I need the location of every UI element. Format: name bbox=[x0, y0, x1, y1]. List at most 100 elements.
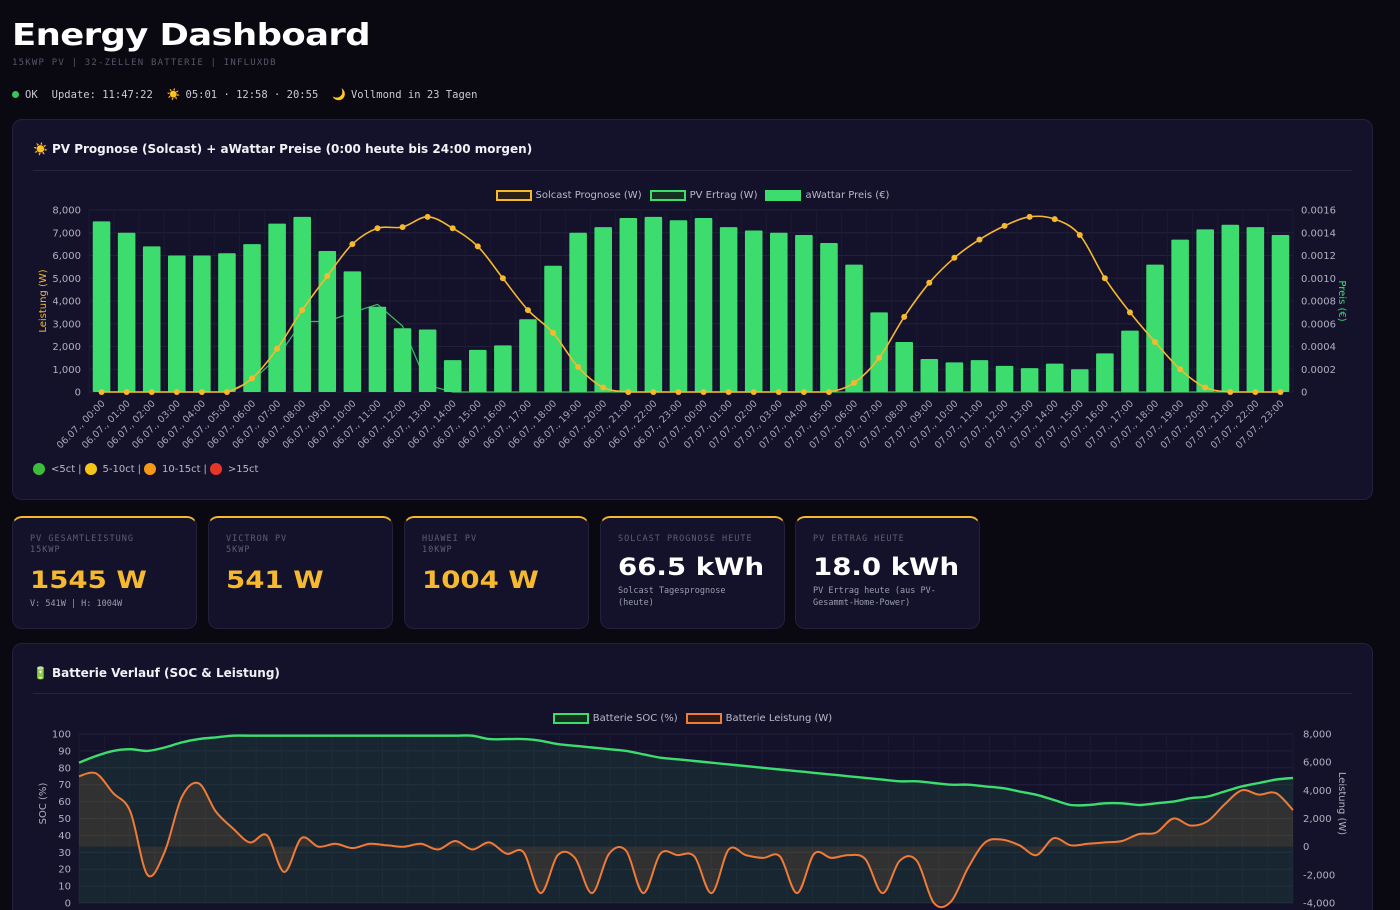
solcast-point bbox=[1051, 216, 1058, 223]
status-text: OK bbox=[25, 88, 38, 101]
legend-battery-power[interactable]: Batterie Leistung (W) bbox=[685, 713, 833, 724]
solcast-point bbox=[675, 389, 682, 395]
card-value: 1004 W bbox=[422, 566, 539, 594]
card-label: SOLCAST PROGNOSE HEUTE bbox=[618, 534, 753, 544]
y-tick-label: 0 bbox=[75, 388, 81, 399]
moon-text: Vollmond in 23 Tagen bbox=[350, 88, 478, 101]
card-label: PV GESAMTLEISTUNG bbox=[30, 534, 134, 544]
legend-swatch bbox=[765, 190, 802, 201]
price-bar bbox=[1271, 235, 1290, 392]
battery-icon: 🔋 bbox=[33, 666, 48, 680]
pv-chart-legend: Solcast Prognose (W) PV Ertrag (W) aWatt… bbox=[13, 190, 1372, 201]
price-bar bbox=[694, 217, 713, 392]
y2-tick-label: -2,000 bbox=[1303, 870, 1335, 881]
legend-soc[interactable]: Batterie SOC (%) bbox=[552, 713, 678, 724]
solcast-point bbox=[926, 279, 933, 286]
price-bar bbox=[1096, 353, 1114, 392]
solcast-point bbox=[600, 384, 607, 391]
price-bar bbox=[343, 271, 362, 392]
price-bar bbox=[895, 341, 913, 392]
solcast-point bbox=[499, 275, 506, 282]
solcast-point bbox=[575, 363, 582, 370]
status-ok: OK bbox=[12, 89, 38, 101]
price-bar bbox=[619, 217, 638, 392]
orange-dot-icon bbox=[144, 463, 157, 475]
card-sub: V: 541W | H: 1004W bbox=[30, 599, 123, 609]
solcast-point bbox=[1252, 389, 1259, 395]
y2-tick-label: 0.0014 bbox=[1301, 228, 1336, 239]
divider bbox=[33, 693, 1352, 694]
card-value: 66.5 kWh bbox=[618, 553, 765, 581]
price-bar bbox=[1045, 363, 1064, 392]
y2-tick-label: 0.0010 bbox=[1301, 274, 1336, 285]
legend-label: Batterie Leistung (W) bbox=[725, 713, 833, 724]
price-bar bbox=[1146, 264, 1164, 392]
price-bar bbox=[920, 359, 939, 392]
battery-panel: 🔋 Batterie Verlauf (SOC & Leistung) Batt… bbox=[12, 643, 1373, 910]
solcast-point bbox=[1026, 213, 1033, 220]
solcast-point bbox=[1152, 338, 1159, 345]
price-bar bbox=[243, 244, 261, 392]
price-bar bbox=[795, 235, 813, 392]
solcast-point bbox=[976, 236, 983, 243]
pv-panel-title: ☀️ PV Prognose (Solcast) + aWattar Preis… bbox=[33, 142, 532, 156]
legend-pv-ertrag[interactable]: PV Ertrag (W) bbox=[649, 190, 758, 201]
y2-tick-label: 0.0004 bbox=[1301, 342, 1336, 353]
price-bar bbox=[870, 312, 888, 392]
y-tick-label: 3,000 bbox=[52, 319, 81, 330]
solcast-line bbox=[101, 215, 1281, 393]
y-tick-label: 5,000 bbox=[52, 274, 81, 285]
price-key-label: 5-10ct bbox=[102, 463, 135, 475]
card-sub: PV Ertrag heute (aus PV-Gesammt-Home-Pow… bbox=[813, 586, 936, 608]
battery-panel-title-text: Batterie Verlauf (SOC & Leistung) bbox=[51, 666, 280, 680]
yellow-dot-icon bbox=[84, 463, 97, 475]
solcast-point bbox=[550, 329, 557, 336]
legend-label: Batterie SOC (%) bbox=[592, 713, 678, 724]
battery-chart-legend: Batterie SOC (%) Batterie Leistung (W) bbox=[13, 713, 1372, 724]
price-bar bbox=[168, 255, 186, 392]
price-key-label: <5ct bbox=[51, 463, 76, 475]
solcast-point bbox=[424, 213, 431, 220]
card-pv-yield-today: PV ERTRAG HEUTE 18.0 kWh PV Ertrag heute… bbox=[795, 516, 980, 629]
battery-panel-title: 🔋 Batterie Verlauf (SOC & Leistung) bbox=[33, 666, 280, 680]
card-huawei-pv: HUAWEI PV 10KWP 1004 W bbox=[404, 516, 589, 629]
price-bar bbox=[594, 227, 612, 392]
legend-label: Solcast Prognose (W) bbox=[535, 190, 642, 201]
solcast-point bbox=[349, 241, 356, 248]
price-bar bbox=[218, 253, 236, 392]
card-value: 1545 W bbox=[30, 566, 147, 594]
moon-icon: 🌙 bbox=[332, 88, 346, 101]
y-tick-label: 50 bbox=[58, 814, 71, 825]
solcast-point bbox=[750, 389, 757, 395]
solcast-point bbox=[700, 389, 707, 395]
y2-axis-label: Leistung (W) bbox=[1336, 772, 1347, 835]
solcast-point bbox=[625, 389, 632, 395]
price-bar bbox=[644, 216, 663, 392]
y-tick-label: 100 bbox=[52, 730, 71, 741]
price-bar bbox=[494, 345, 512, 392]
price-bar bbox=[418, 329, 437, 392]
y-tick-label: 70 bbox=[58, 780, 71, 791]
card-label: HUAWEI PV bbox=[422, 534, 478, 544]
battery-soc-area bbox=[79, 735, 1293, 903]
y-tick-label: 7,000 bbox=[52, 228, 81, 239]
solcast-point bbox=[374, 225, 381, 232]
solcast-point bbox=[725, 389, 732, 395]
y2-tick-label: 2,000 bbox=[1303, 814, 1332, 825]
y-tick-label: 10 bbox=[58, 882, 71, 893]
legend-label: aWattar Preis (€) bbox=[805, 190, 890, 201]
y-axis-label: Leistung (W) bbox=[38, 269, 49, 332]
legend-label: PV Ertrag (W) bbox=[689, 190, 758, 201]
solcast-point bbox=[1101, 275, 1108, 282]
legend-awattar[interactable]: aWattar Preis (€) bbox=[765, 190, 889, 201]
status-bar: OK Update: 11:47:22 ☀️ 05:01 · 12:58 · 2… bbox=[12, 88, 491, 101]
y2-tick-label: 0 bbox=[1301, 388, 1307, 399]
y-tick-label: 30 bbox=[58, 848, 71, 859]
solcast-point bbox=[901, 313, 908, 320]
dashboard-header: Energy Dashboard 15KWP PV | 32-ZELLEN BA… bbox=[12, 18, 371, 68]
price-bar bbox=[719, 227, 738, 392]
solcast-point bbox=[474, 243, 481, 250]
legend-solcast[interactable]: Solcast Prognose (W) bbox=[495, 190, 642, 201]
legend-swatch bbox=[649, 190, 686, 201]
battery-power-area bbox=[79, 772, 1293, 908]
